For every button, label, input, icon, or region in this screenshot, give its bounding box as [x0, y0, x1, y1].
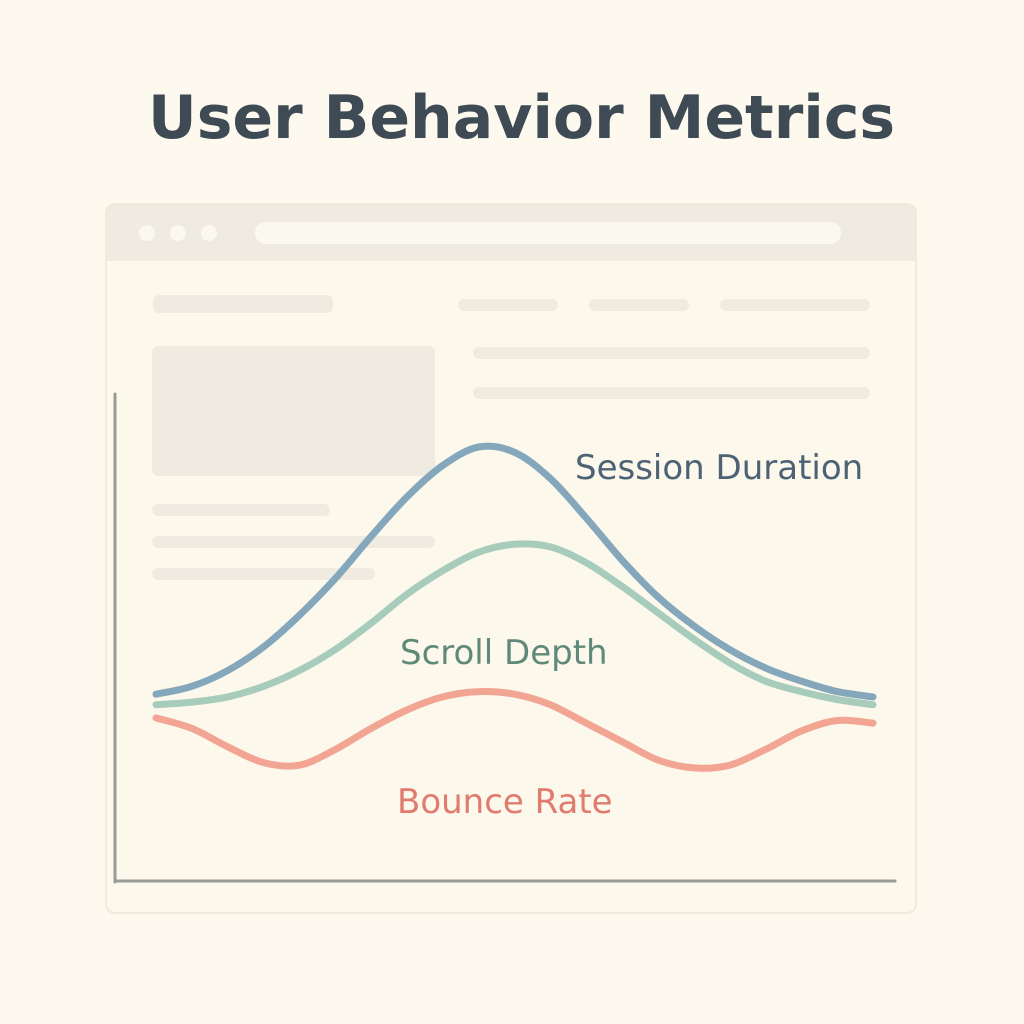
series-label-session-duration: Session Duration	[575, 448, 863, 488]
placeholder-nav-item	[720, 299, 870, 311]
series-line-scroll-depth	[152, 540, 877, 709]
placeholder-nav-item	[589, 299, 689, 311]
series-label-scroll-depth: Scroll Depth	[400, 633, 608, 673]
placeholder-nav-item	[458, 299, 558, 311]
address-bar	[255, 222, 841, 244]
series-label-bounce-rate: Bounce Rate	[397, 782, 613, 822]
browser-window-illustration	[105, 203, 917, 914]
placeholder-image	[152, 346, 435, 476]
placeholder-text-line	[473, 387, 870, 399]
chart-title: User Behavior Metrics	[148, 83, 896, 153]
placeholder-logo	[153, 295, 333, 313]
browser-title-bar	[107, 205, 915, 261]
series-line-bounce-rate	[152, 688, 877, 772]
placeholder-text-line	[473, 347, 870, 359]
placeholder-text-line	[152, 504, 330, 516]
window-dot-icon	[170, 225, 186, 241]
placeholder-text-line	[152, 568, 375, 580]
window-dot-icon	[139, 225, 155, 241]
series-line-session-duration	[152, 442, 877, 701]
window-dot-icon	[201, 225, 217, 241]
